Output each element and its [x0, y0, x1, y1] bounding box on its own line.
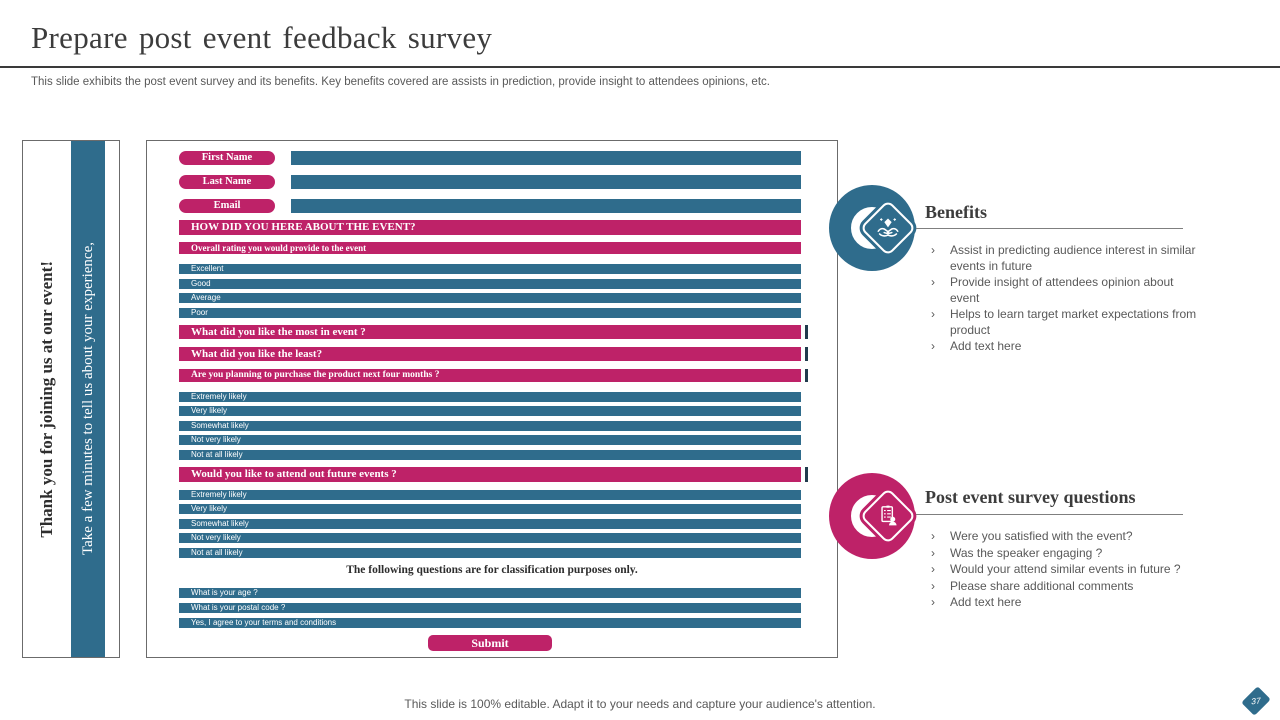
text-cursor-mark [805, 347, 808, 361]
slide-subtitle: This slide exhibits the post event surve… [31, 76, 770, 88]
benefit-text: Helps to learn target market expectation… [950, 307, 1197, 337]
survey-questions-heading: Post event survey questions [925, 487, 1136, 507]
page-number-badge: 37 [1241, 686, 1271, 716]
benefit-text: Add text here [950, 339, 1022, 353]
classification-note: The following questions are for classifi… [346, 564, 638, 576]
bullet-marker: › [931, 529, 935, 543]
benefit-item: › Provide insight of attendees opinion ab… [928, 275, 1206, 306]
survey-question-item: › Were you satisfied with the event? [928, 529, 1206, 545]
survey-question-item: › Was the speaker engaging ? [928, 546, 1206, 562]
thank-you-panel: Thank you for joining us at our event! T… [22, 140, 120, 658]
benefit-item: › Add text here [928, 339, 1206, 355]
email-input[interactable] [291, 199, 801, 213]
survey-checklist-icon [881, 505, 897, 526]
attend-option-very-likely[interactable]: Very likely [179, 504, 801, 514]
page-title: Prepare post event feedback survey [31, 20, 493, 55]
benefits-heading-rule [916, 228, 1183, 229]
question-liked-most: What did you like the most in event ? [179, 325, 801, 339]
survey-question-item: › Would your attend similar events in fut… [928, 562, 1206, 578]
text-cursor-mark [805, 369, 808, 382]
benefits-heading: Benefits [925, 202, 987, 222]
attend-option-not-very-likely[interactable]: Not very likely [179, 533, 801, 543]
rating-option-average[interactable]: Average [179, 293, 801, 303]
attend-option-extremely-likely[interactable]: Extremely likely [179, 490, 801, 500]
text-cursor-mark [805, 325, 808, 339]
bullet-marker: › [931, 562, 935, 576]
experience-banner: Take a few minutes to tell us about your… [71, 141, 105, 657]
survey-questions-heading-rule [916, 514, 1183, 515]
survey-question-item: › Please share additional comments [928, 579, 1206, 595]
first-name-label: First Name [179, 151, 275, 165]
survey-question-item: › Add text here [928, 595, 1206, 611]
benefit-item: › Helps to learn target market expectatio… [928, 307, 1206, 338]
purchase-option-extremely-likely[interactable]: Extremely likely [179, 392, 801, 402]
survey-question-text: Add text here [950, 595, 1022, 609]
bullet-marker: › [931, 339, 935, 353]
postal-question-bar[interactable]: What is your postal code ? [179, 603, 801, 613]
age-question-bar[interactable]: What is your age ? [179, 588, 801, 598]
survey-question-text: Was the speaker engaging ? [950, 545, 1103, 560]
survey-form: First Name Last Name Email HOW DID YOU H… [146, 140, 838, 658]
benefits-list: › Assist in predicting audience interest … [928, 243, 1206, 356]
bullet-marker: › [931, 307, 935, 321]
bullet-marker: › [931, 243, 935, 257]
question-rating: Overall rating you would provide to the … [179, 242, 801, 254]
purchase-option-not-at-all-likely[interactable]: Not at all likely [179, 450, 801, 460]
text-cursor-mark [805, 467, 808, 482]
experience-text: Take a few minutes to tell us about your… [79, 242, 96, 556]
bullet-marker: › [931, 578, 935, 593]
last-name-label: Last Name [179, 175, 275, 189]
last-name-input[interactable] [291, 175, 801, 189]
survey-questions-list: › Were you satisfied with the event? › Was… [928, 529, 1206, 612]
thank-you-column: Thank you for joining us at our event! [23, 141, 71, 657]
footer-note: This slide is 100% editable. Adapt it to… [404, 697, 876, 711]
benefit-item: › Assist in predicting audience interest … [928, 243, 1206, 274]
question-attend-future: Would you like to attend out future even… [179, 467, 801, 482]
question-liked-least: What did you like the least? [179, 347, 801, 361]
email-label: Email [179, 199, 275, 213]
survey-questions-diamond [859, 487, 917, 545]
question-source: HOW DID YOU HERE ABOUT THE EVENT? [179, 220, 801, 235]
purchase-option-not-very-likely[interactable]: Not very likely [179, 435, 801, 445]
thank-you-text: Thank you for joining us at our event! [37, 260, 56, 538]
first-name-input[interactable] [291, 151, 801, 165]
survey-question-text: Please share additional comments [950, 578, 1134, 593]
rating-option-excellent[interactable]: Excellent [179, 264, 801, 274]
terms-agree-bar[interactable]: Yes, I agree to your terms and condition… [179, 618, 801, 628]
submit-button[interactable]: Submit [428, 635, 552, 651]
survey-question-text: Would your attend similar events in futu… [950, 562, 1181, 576]
attend-option-somewhat-likely[interactable]: Somewhat likely [179, 519, 801, 529]
survey-question-text: Were you satisfied with the event? [950, 529, 1133, 543]
page-number: 37 [1250, 695, 1262, 707]
question-purchase: Are you planning to purchase the product… [179, 369, 801, 382]
benefit-text: Provide insight of attendees opinion abo… [950, 275, 1174, 305]
purchase-option-very-likely[interactable]: Very likely [179, 406, 801, 416]
bullet-marker: › [931, 595, 935, 609]
benefit-text: Assist in predicting audience interest i… [950, 243, 1196, 273]
title-divider [0, 66, 1280, 68]
rating-option-poor[interactable]: Poor [179, 308, 801, 318]
purchase-option-somewhat-likely[interactable]: Somewhat likely [179, 421, 801, 431]
bullet-marker: › [931, 545, 935, 560]
benefits-diamond [859, 199, 917, 257]
attend-option-not-at-all-likely[interactable]: Not at all likely [179, 548, 801, 558]
rating-option-good[interactable]: Good [179, 279, 801, 289]
hands-holding-gem-icon [877, 218, 899, 237]
bullet-marker: › [931, 275, 935, 289]
